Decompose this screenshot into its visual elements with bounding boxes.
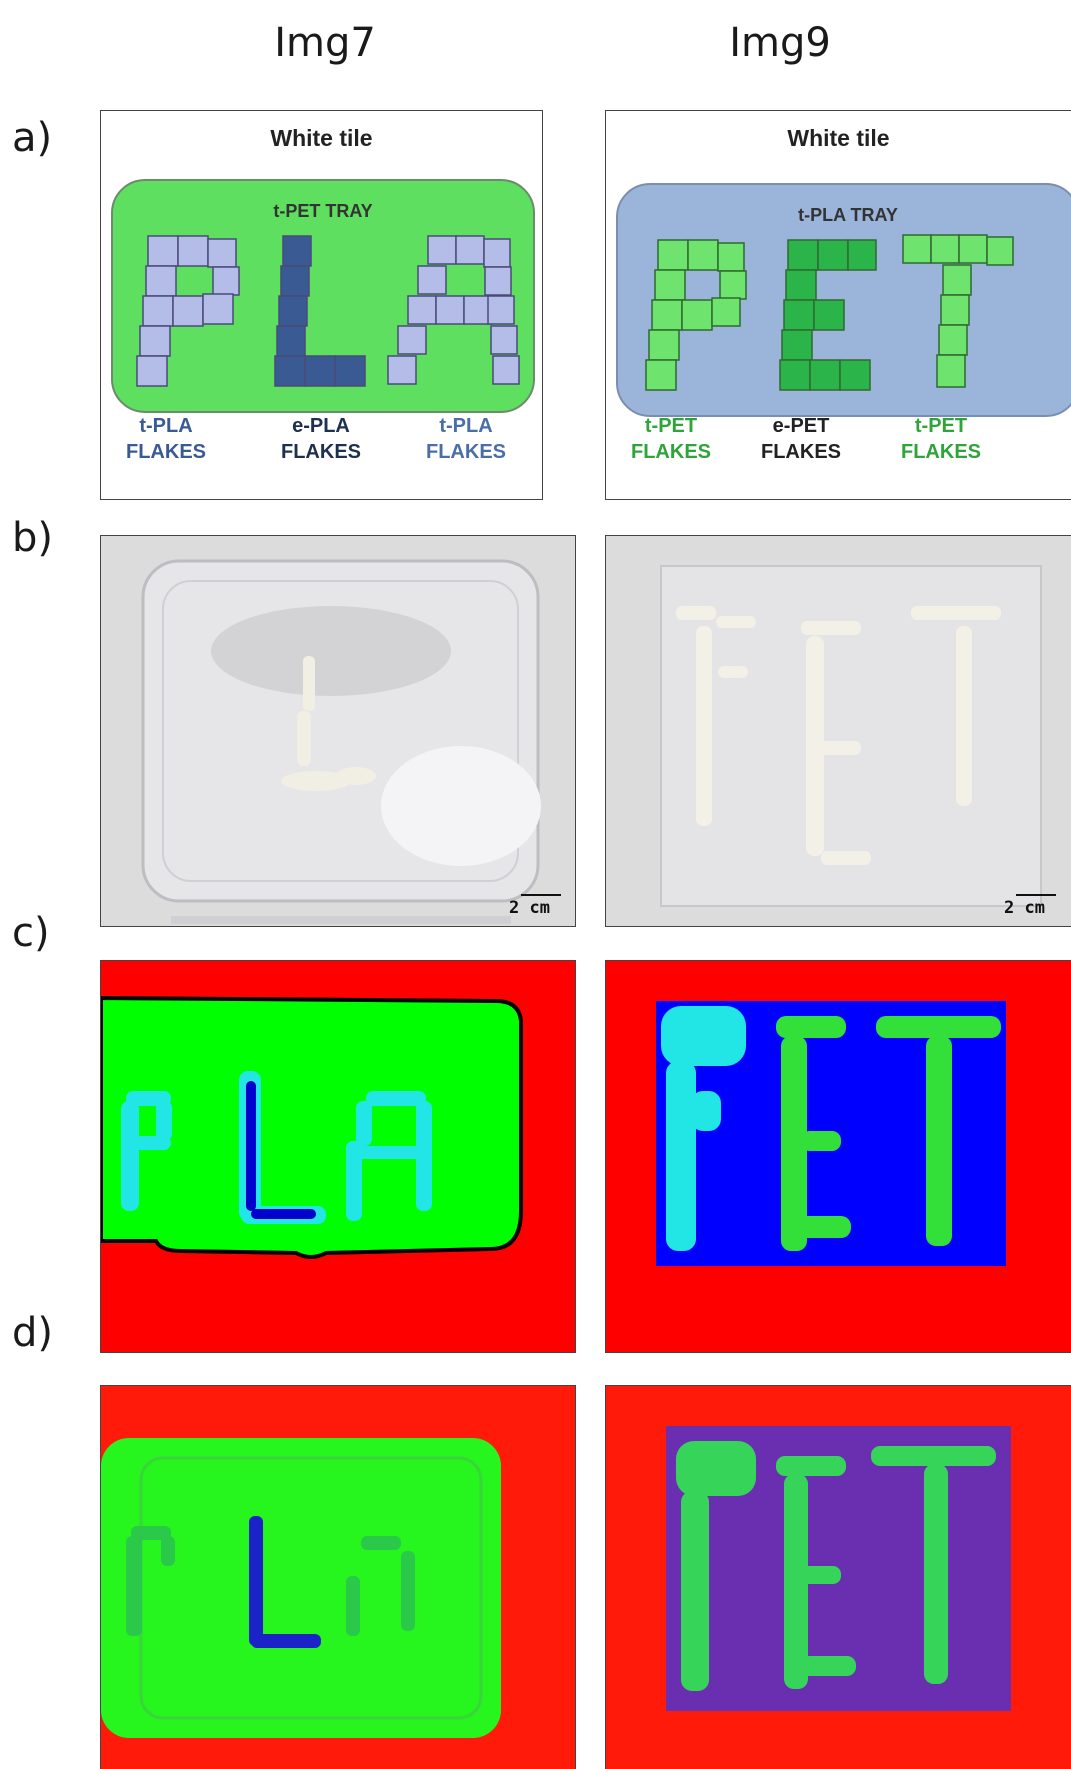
row-label-d: d)	[12, 1310, 53, 1356]
classification-map-graphic	[101, 995, 523, 1259]
flakes-type: t-PLA	[139, 415, 193, 437]
flakes-label-1: t-PET FLAKES	[611, 413, 731, 465]
classification-map-pla	[100, 960, 576, 1353]
schematic-pet-panel: White tile t-PLA TRAY	[605, 110, 1071, 500]
flakes-word: FLAKES	[426, 441, 506, 463]
flakes-label-3: t-PLA FLAKES	[406, 413, 526, 465]
tray-label: t-PLA TRAY	[798, 205, 898, 225]
flakes-word: FLAKES	[126, 441, 206, 463]
pet-tray: t-PET TRAY	[111, 179, 535, 413]
flakes-word: FLAKES	[631, 441, 711, 463]
tile-label: White tile	[270, 125, 373, 151]
flakes-type: t-PLA	[439, 415, 493, 437]
photo-pet-tray: 2 cm	[605, 535, 1071, 927]
flakes-label-2: e-PLA FLAKES	[261, 413, 381, 465]
scale-bar-label: 2 cm	[1004, 898, 1045, 918]
false-color-map-pla	[100, 1385, 576, 1769]
row-label-b: b)	[12, 515, 53, 561]
tray-photo-graphic	[660, 565, 1042, 907]
false-color-map-pet	[605, 1385, 1071, 1769]
scale-bar: 2 cm	[1004, 894, 1056, 918]
pla-letters-graphic	[136, 235, 520, 387]
flakes-type: t-PET	[914, 415, 968, 437]
false-color-map-graphic	[101, 1438, 501, 1738]
pet-letters-graphic	[645, 234, 1014, 391]
classification-map-graphic	[656, 1001, 1006, 1266]
column-title-img9: Img9	[729, 20, 831, 66]
flakes-label-3: t-PET FLAKES	[881, 413, 1001, 465]
row-label-a: a)	[12, 115, 53, 161]
schematic-pla-panel: White tile t-PET TRAY	[100, 110, 543, 500]
flakes-type: e-PLA	[292, 415, 350, 437]
pla-tray: t-PLA TRAY	[616, 183, 1071, 417]
tray-label: t-PET TRAY	[273, 201, 373, 221]
column-title-img7: Img7	[274, 20, 376, 66]
row-label-c: c)	[12, 910, 50, 956]
tile-label: White tile	[787, 125, 890, 151]
flakes-type: e-PET	[772, 415, 830, 437]
scale-bar-line	[521, 894, 561, 896]
flakes-type: t-PET	[644, 415, 698, 437]
scale-bar-label: 2 cm	[509, 898, 550, 918]
flakes-label-1: t-PLA FLAKES	[106, 413, 226, 465]
tray-photo-graphic	[141, 559, 541, 924]
flakes-label-2: e-PET FLAKES	[741, 413, 861, 465]
classification-map-pet	[605, 960, 1071, 1353]
flakes-word: FLAKES	[281, 441, 361, 463]
scale-bar: 2 cm	[509, 894, 561, 918]
flakes-word: FLAKES	[761, 441, 841, 463]
scale-bar-line	[1016, 894, 1056, 896]
flakes-word: FLAKES	[901, 441, 981, 463]
false-color-map-graphic	[666, 1426, 1011, 1711]
photo-pla-tray: 2 cm	[100, 535, 576, 927]
